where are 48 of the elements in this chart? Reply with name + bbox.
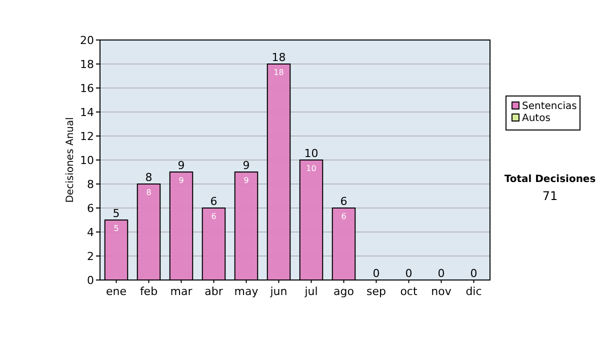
y-tick-label: 20	[80, 34, 94, 47]
total-label: 9	[242, 159, 250, 172]
x-tick-label: sep	[366, 285, 386, 298]
data-label: 9	[178, 176, 184, 185]
total-label: 18	[272, 51, 286, 64]
legend-label: Autos	[522, 113, 550, 124]
y-tick-label: 12	[80, 130, 94, 143]
y-tick-label: 6	[87, 202, 94, 215]
x-tick-label: jul	[304, 285, 318, 298]
x-tick-label: may	[234, 285, 259, 298]
total-label: 0	[405, 267, 412, 280]
y-tick-label: 18	[80, 58, 94, 71]
data-label: 10	[306, 164, 316, 173]
y-axis-title: Decisiones Anual	[65, 117, 76, 203]
total-label: 6	[340, 195, 348, 208]
y-tick-label: 4	[87, 226, 94, 239]
y-tick-label: 8	[87, 178, 94, 191]
x-tick-label: mar	[170, 285, 193, 298]
total-label: 0	[470, 267, 478, 280]
text: Total Decisiones	[504, 174, 596, 185]
x-tick-label: ene	[106, 285, 127, 298]
total-label: 10	[304, 147, 318, 160]
x-tick-label: oct	[400, 285, 418, 298]
y-tick-label: 16	[80, 82, 94, 95]
y-tick-label: 10	[80, 154, 94, 167]
text: 71	[542, 189, 558, 203]
total-label: 9	[178, 159, 185, 172]
data-label: 5	[114, 224, 119, 233]
data-label: 9	[244, 176, 249, 185]
legend-label: Sentencias	[522, 101, 577, 112]
x-tick-label: jun	[269, 285, 288, 298]
x-tick-label: feb	[140, 285, 158, 298]
x-tick-label: nov	[431, 285, 452, 298]
total-label: 0	[372, 267, 380, 280]
total-label: 8	[145, 171, 152, 184]
total-label: 6	[210, 195, 218, 208]
y-tick-label: 0	[87, 274, 94, 287]
data-label: 6	[341, 212, 346, 221]
x-tick-label: dic	[466, 285, 482, 298]
total-label: 0	[438, 267, 445, 280]
x-tick-label: ago	[334, 285, 354, 298]
data-label: 18	[274, 68, 284, 77]
y-tick-label: 2	[87, 250, 94, 263]
total-label: 5	[112, 207, 120, 220]
y-tick-label: 14	[80, 106, 94, 119]
x-tick-label: abr	[204, 285, 224, 298]
data-label: 6	[211, 212, 216, 221]
data-label: 8	[146, 188, 152, 197]
